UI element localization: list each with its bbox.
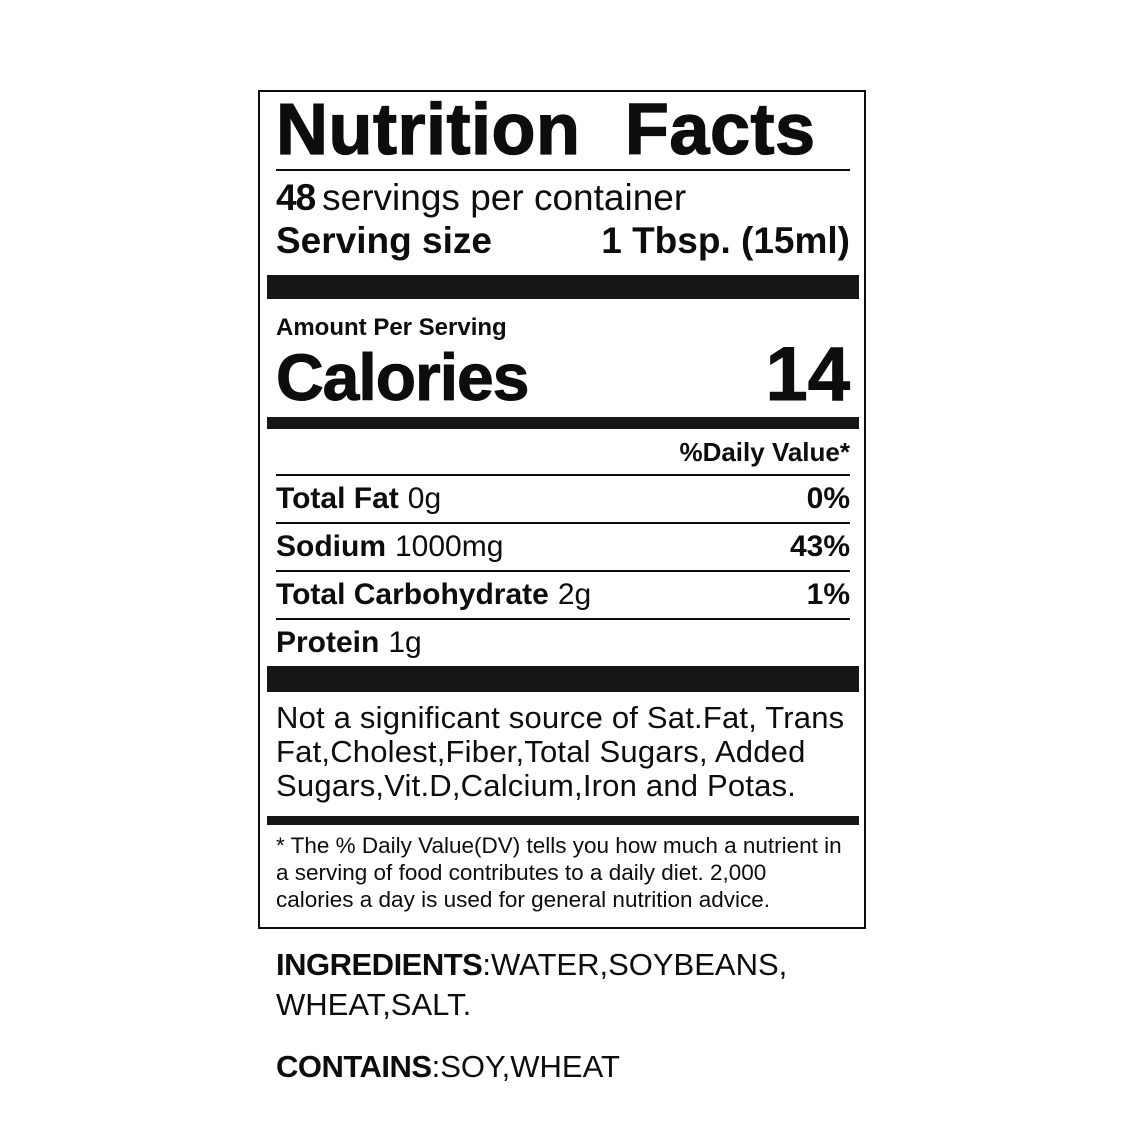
serving-size-row: Serving size 1 Tbsp. (15ml): [276, 219, 850, 262]
ingredients-value: :WATER,SOYBEANS, WHEAT,SALT.: [276, 947, 788, 1022]
ingredients-label: INGREDIENTS: [276, 947, 483, 982]
nutrient-row-total-fat: Total Fat 0g 0%: [276, 476, 850, 522]
separator-bar-small: [267, 816, 859, 826]
serving-size-value: 1 Tbsp. (15ml): [601, 219, 850, 261]
servings-per-container: 48 servings per container: [276, 177, 850, 218]
nutrient-row-protein: Protein 1g: [276, 617, 850, 666]
nutrient-amount: 1000mg: [395, 529, 504, 563]
nutrient-row-total-carbohydrate: Total Carbohydrate 2g 1%: [276, 569, 850, 618]
nutrient-name: Total Fat: [276, 481, 399, 515]
ingredients-line: INGREDIENTS:WATER,SOYBEANS, WHEAT,SALT.: [276, 945, 836, 1024]
nutrient-name: Total Carbohydrate: [276, 577, 549, 611]
separator-bar-medium: [267, 417, 859, 430]
contains-label: CONTAINS: [276, 1049, 432, 1085]
nutrient-name: Sodium: [276, 529, 386, 563]
nutrient-amount: 1g: [388, 625, 422, 659]
not-significant-source-text: Not a significant source of Sat.Fat, Tra…: [276, 699, 863, 804]
nutrient-dv: 43%: [789, 529, 850, 563]
daily-value-header: %Daily Value*: [276, 429, 850, 476]
nutrient-dv: 1%: [806, 577, 850, 611]
nutrient-amount: 2g: [557, 577, 592, 611]
calories-row: Calories 14: [275, 331, 851, 417]
servings-text: servings per container: [322, 177, 687, 218]
separator-bar-thick: [267, 274, 859, 299]
label-title: Nutrition Facts: [275, 90, 816, 170]
calories-label: Calories: [275, 339, 529, 414]
nutrient-name: Protein: [276, 625, 380, 659]
serving-size-label: Serving size: [276, 219, 492, 261]
separator-bar-thick: [267, 665, 859, 692]
nutrient-amount: 0g: [407, 481, 442, 515]
servings-count: 48: [276, 177, 316, 218]
nutrient-left: Total Fat 0g: [276, 482, 441, 515]
nutrient-left: Protein 1g: [276, 626, 422, 659]
contains-value: :SOY,WHEAT: [431, 1049, 620, 1085]
title-rule: [276, 169, 850, 171]
nutrient-dv: 0%: [806, 481, 850, 515]
contains-line: CONTAINS:SOY,WHEAT: [276, 1048, 836, 1085]
nutrient-row-sodium: Sodium 1000mg 43%: [276, 521, 850, 570]
amount-per-serving-label: Amount Per Serving: [276, 313, 507, 341]
nutrition-facts-label: Nutrition Facts 48 servings per container…: [258, 90, 866, 930]
nutrient-left: Sodium 1000mg: [276, 530, 503, 563]
nutrient-left: Total Carbohydrate 2g: [276, 578, 591, 611]
calories-value: 14: [765, 331, 851, 417]
daily-value-footnote: * The % Daily Value(DV) tells you how mu…: [276, 833, 842, 913]
below-label-section: INGREDIENTS:WATER,SOYBEANS, WHEAT,SALT. …: [276, 945, 836, 1086]
